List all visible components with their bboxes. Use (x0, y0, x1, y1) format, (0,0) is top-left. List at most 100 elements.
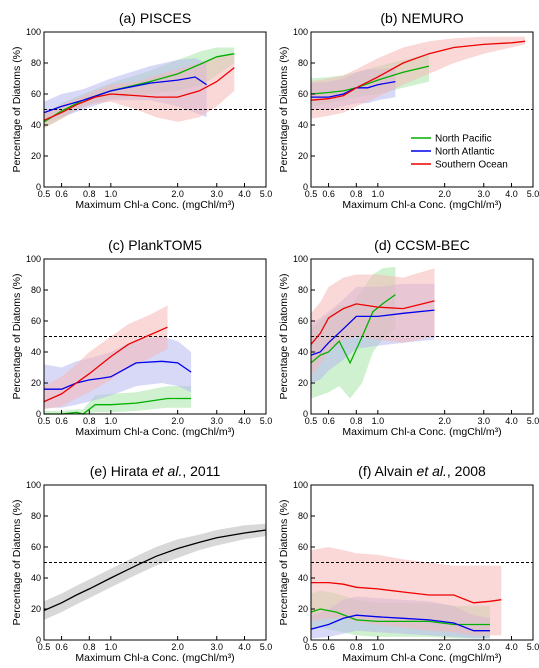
x-tick-label: 0.6 (55, 416, 68, 426)
x-axis-label: Maximum Chl-a Conc. (mgChl/m³) (342, 426, 501, 438)
y-axis-label: Percentage of Diatoms (%) (11, 273, 23, 399)
series-range-band (311, 36, 525, 119)
y-tick-label: 40 (31, 120, 41, 130)
chart-title: (a) PISCES (119, 10, 191, 26)
series-line (43, 529, 267, 612)
series-line (43, 76, 207, 114)
x-tick-label: 1.0 (105, 189, 118, 199)
series-line (310, 309, 435, 356)
x-tick-label: 0.8 (83, 416, 96, 426)
x-tick-label: 5.0 (260, 416, 273, 426)
series-range-band (44, 523, 266, 620)
y-tick-label: 0 (36, 635, 41, 645)
y-tick-label: 40 (298, 120, 308, 130)
y-tick-label: 20 (298, 151, 308, 161)
x-tick-label: 0.8 (83, 189, 96, 199)
x-axis-label: Maximum Chl-a Conc. (mgChl/m³) (75, 652, 234, 664)
x-tick-label: 0.6 (322, 416, 335, 426)
x-tick-label: 1.0 (105, 416, 118, 426)
x-tick-label: 4.0 (238, 416, 251, 426)
x-tick-label: 5.0 (527, 416, 539, 426)
x-tick-label: 0.8 (350, 642, 363, 652)
x-tick-label: 0.5 (38, 642, 51, 652)
x-tick-label: 2.0 (438, 642, 451, 652)
y-tick-label: 60 (31, 316, 41, 326)
series-line (310, 608, 490, 626)
y-tick-label: 0 (303, 409, 308, 419)
x-axis-label: Maximum Chl-a Conc. (mgChl/m³) (342, 652, 501, 664)
x-tick-label: 0.6 (322, 189, 335, 199)
y-tick-label: 60 (298, 316, 308, 326)
y-tick-label: 60 (31, 542, 41, 552)
y-tick-label: 100 (293, 480, 308, 490)
x-tick-label: 0.6 (322, 642, 335, 652)
y-tick-label: 100 (26, 480, 41, 490)
y-tick-label: 100 (293, 27, 308, 37)
x-tick-label: 5.0 (260, 642, 273, 652)
y-tick-label: 40 (298, 347, 308, 357)
x-axis-label: Maximum Chl-a Conc. (mgChl/m³) (75, 199, 234, 211)
x-tick-label: 0.8 (83, 642, 96, 652)
x-tick-label: 2.0 (171, 416, 184, 426)
x-tick-label: 0.5 (305, 416, 318, 426)
plot-frame (43, 31, 267, 188)
x-tick-label: 4.0 (505, 642, 518, 652)
y-tick-label: 60 (298, 542, 308, 552)
x-axis-label: Maximum Chl-a Conc. (mgChl/m³) (342, 199, 501, 211)
y-tick-label: 60 (298, 89, 308, 99)
y-tick-label: 20 (298, 604, 308, 614)
y-tick-label: 80 (31, 285, 41, 295)
y-tick-label: 20 (31, 604, 41, 614)
series-range-band (44, 386, 192, 414)
y-axis-label: Percentage of Diatoms (%) (11, 499, 23, 625)
series-line (43, 67, 235, 121)
y-tick-label: 0 (303, 635, 308, 645)
y-tick-label: 80 (298, 58, 308, 68)
x-tick-label: 3.0 (477, 189, 490, 199)
x-tick-label: 0.5 (38, 416, 51, 426)
legend-label: North Pacific (435, 134, 492, 145)
x-tick-label: 3.0 (210, 642, 223, 652)
x-tick-label: 4.0 (505, 189, 518, 199)
y-tick-label: 80 (298, 511, 308, 521)
y-axis-label: Percentage of Diatoms (%) (278, 46, 290, 172)
x-tick-label: 3.0 (477, 642, 490, 652)
series-line (310, 294, 396, 365)
x-tick-label: 3.0 (210, 189, 223, 199)
series-line (44, 397, 192, 415)
series-range-band (311, 547, 502, 636)
chart-panel: (d) CCSM-BEC 0.5 0.6 0.8 1.0 2.0 3.0 4.0 5.0 0 20 4… (278, 237, 539, 438)
y-tick-label: 60 (31, 89, 41, 99)
x-tick-label: 2.0 (438, 189, 451, 199)
legend-label: North Atlantic (435, 147, 494, 158)
y-axis-label: Percentage of Diatoms (%) (11, 46, 23, 172)
x-tick-label: 0.8 (350, 189, 363, 199)
x-tick-label: 1.0 (372, 642, 385, 652)
x-tick-label: 4.0 (238, 189, 251, 199)
x-tick-label: 2.0 (171, 642, 184, 652)
series-line (310, 300, 435, 345)
y-tick-label: 80 (31, 511, 41, 521)
series-line (310, 614, 490, 632)
x-axis-label: Maximum Chl-a Conc. (mgChl/m³) (75, 426, 234, 438)
y-tick-label: 0 (36, 409, 41, 419)
chart-panel: (f) Alvain et al., 2008 0.5 0.6 0.8 1.0 2.0 3.… (278, 463, 539, 664)
plot-frame (43, 258, 267, 415)
x-tick-label: 3.0 (477, 416, 490, 426)
y-tick-label: 40 (31, 347, 41, 357)
y-tick-label: 20 (31, 151, 41, 161)
y-tick-label: 80 (31, 58, 41, 68)
x-tick-label: 5.0 (260, 189, 273, 199)
chart-panel: (e) Hirata et al., 2011 0.5 0.6 0.8 1.0 2.0 3.… (11, 463, 272, 664)
x-tick-label: 2.0 (171, 189, 184, 199)
series-line (311, 581, 502, 604)
x-tick-label: 1.0 (372, 189, 385, 199)
chart-title: (f) Alvain et al., 2008 (358, 463, 486, 479)
x-tick-label: 2.0 (438, 416, 451, 426)
x-tick-label: 0.5 (38, 189, 51, 199)
y-tick-label: 20 (298, 378, 308, 388)
chart-title: (e) Hirata et al., 2011 (90, 463, 221, 479)
x-tick-label: 1.0 (372, 416, 385, 426)
chart-title: (d) CCSM-BEC (374, 237, 470, 253)
y-tick-label: 20 (31, 378, 41, 388)
